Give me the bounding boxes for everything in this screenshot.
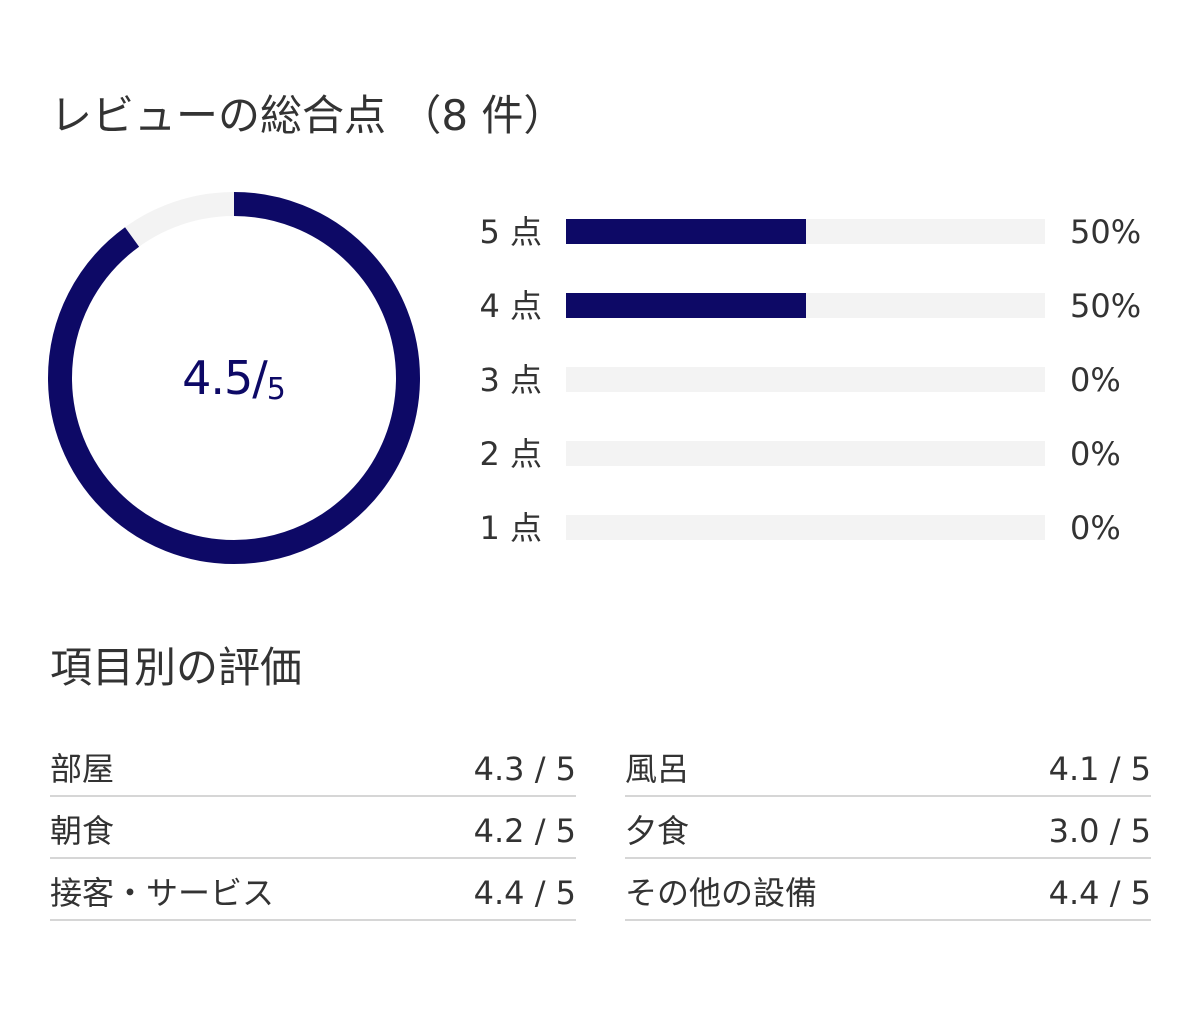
- distribution-row-3: 3 点 0%: [460, 358, 1160, 432]
- category-row: 朝食 4.2 / 5: [50, 797, 576, 859]
- category-row: 接客・サービス 4.4 / 5: [50, 859, 576, 921]
- distribution-label: 2 点: [479, 435, 542, 473]
- distribution-fill: [566, 293, 806, 318]
- category-name: 夕食: [625, 812, 690, 850]
- category-score: 4.1 / 5: [1048, 750, 1151, 788]
- distribution-row-4: 4 点 50%: [460, 284, 1160, 358]
- distribution-label: 1 点: [479, 509, 542, 547]
- distribution-track: [566, 441, 1045, 466]
- category-list-left: 部屋 4.3 / 5 朝食 4.2 / 5 接客・サービス 4.4 / 5: [50, 735, 576, 921]
- overall-score-value: 4.5/: [182, 351, 268, 405]
- distribution-row-1: 1 点 0%: [460, 506, 1160, 580]
- overall-score-max: 5: [266, 371, 286, 407]
- category-score: 4.4 / 5: [1048, 874, 1151, 912]
- distribution-row-5: 5 点 50%: [460, 210, 1160, 284]
- category-name: その他の設備: [625, 874, 818, 912]
- distribution-track: [566, 367, 1045, 392]
- overall-score: 4.5/ 5: [48, 192, 420, 564]
- distribution-track: [566, 515, 1045, 540]
- distribution-track: [566, 293, 1045, 318]
- category-row: 風呂 4.1 / 5: [625, 735, 1151, 797]
- distribution-percent: 0%: [1070, 435, 1121, 473]
- distribution-label: 3 点: [479, 361, 542, 399]
- category-row: 部屋 4.3 / 5: [50, 735, 576, 797]
- overall-score-donut: 4.5/ 5: [48, 192, 420, 564]
- category-row: その他の設備 4.4 / 5: [625, 859, 1151, 921]
- category-score: 3.0 / 5: [1048, 812, 1151, 850]
- category-rating-title: 項目別の評価: [50, 643, 303, 692]
- category-name: 接客・サービス: [50, 874, 275, 912]
- distribution-fill: [566, 219, 806, 244]
- category-name: 風呂: [625, 750, 690, 788]
- category-list-right: 風呂 4.1 / 5 夕食 3.0 / 5 その他の設備 4.4 / 5: [625, 735, 1151, 921]
- donut-chart: [48, 192, 420, 564]
- category-score: 4.2 / 5: [473, 812, 576, 850]
- distribution-percent: 0%: [1070, 509, 1121, 547]
- distribution-label: 4 点: [479, 287, 542, 325]
- rating-distribution: 5 点 50% 4 点 50% 3 点 0% 2 点 0% 1 点 0%: [460, 210, 1160, 580]
- distribution-percent: 0%: [1070, 361, 1121, 399]
- donut-score-arc: [48, 192, 420, 564]
- distribution-percent: 50%: [1070, 287, 1142, 325]
- category-score: 4.3 / 5: [473, 750, 576, 788]
- distribution-percent: 50%: [1070, 213, 1142, 251]
- category-row: 夕食 3.0 / 5: [625, 797, 1151, 859]
- category-score: 4.4 / 5: [473, 874, 576, 912]
- overall-rating-title: レビューの総合点 （8 件）: [50, 91, 566, 140]
- category-name: 朝食: [50, 812, 115, 850]
- distribution-track: [566, 219, 1045, 244]
- distribution-row-2: 2 点 0%: [460, 432, 1160, 506]
- category-name: 部屋: [50, 750, 115, 788]
- distribution-label: 5 点: [479, 213, 542, 251]
